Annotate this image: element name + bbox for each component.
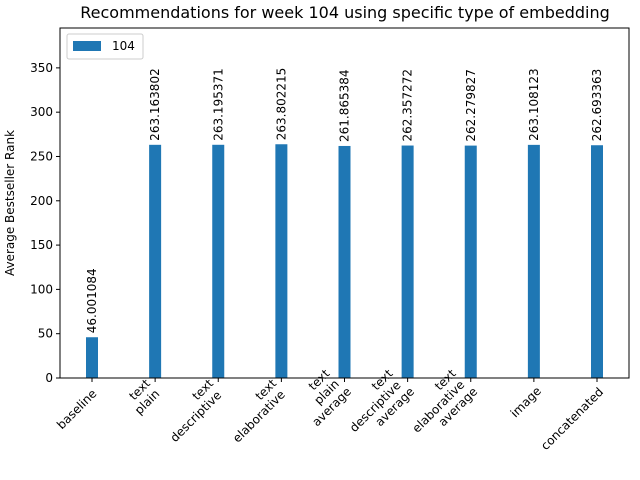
legend-frame [66,33,144,60]
y-tick-label: 100 [30,282,53,296]
bar-value-label: 263.802215 [274,68,288,141]
bar-value-label: 46.001084 [85,268,99,333]
legend-swatch [73,41,101,51]
y-tick-label: 350 [30,61,53,75]
y-tick-label: 200 [30,194,53,208]
bar-value-label: 262.279827 [464,69,478,142]
y-tick-label: 150 [30,238,53,252]
bar-value-label: 261.865384 [338,69,352,142]
bar [212,144,225,378]
data-labels-group: 46.001084 263.163802 263.195371 263.802215 2… [85,68,604,334]
legend: 104 [66,33,144,60]
y-tick-label: 0 [45,371,53,385]
y-tick-label: 250 [30,149,53,163]
bar-value-label: 262.693363 [590,69,604,142]
bar [591,145,603,378]
bar-value-label: 263.195371 [211,68,225,141]
bar [149,144,162,378]
bar-value-label: 263.108123 [527,68,541,141]
bars-group [86,144,603,378]
bar [401,145,414,378]
bar-value-label: 263.163802 [148,68,162,141]
y-axis-label: Average Bestseller Rank [3,130,17,276]
bar [86,337,98,378]
chart-title: Recommendations for week 104 using speci… [80,3,610,22]
plot-frame [59,27,630,379]
bar [527,144,540,378]
legend-label: 104 [112,39,135,53]
bar [464,145,477,378]
bar-value-label: 262.357272 [401,69,415,142]
bar [338,145,351,378]
y-tick-label: 50 [38,327,53,341]
bar [275,144,288,378]
y-tick-label: 300 [30,105,53,119]
y-axis: 0 50 100 150 200 250 300 350 [30,61,60,385]
